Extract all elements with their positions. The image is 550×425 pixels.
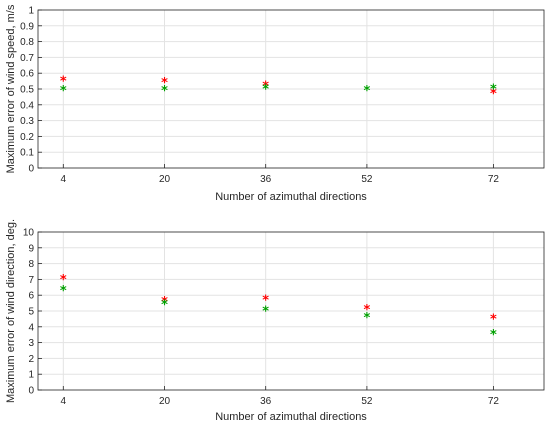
direction-series-1-point: * [262, 293, 269, 308]
speed-chart-xlabel: Number of azimuthal directions [215, 191, 367, 203]
speed-y-tick-label: 1 [28, 6, 34, 17]
speed-y-tick-label: 0 [28, 164, 34, 175]
speed-series-2-point: * [60, 84, 67, 99]
direction-x-tick-label: 20 [159, 396, 171, 407]
speed-y-tick-label: 0.1 [20, 148, 34, 159]
direction-series-2-point: * [161, 298, 168, 313]
direction-series-2-point: * [262, 305, 269, 320]
speed-series-1-point: * [490, 87, 497, 102]
direction-y-tick-label: 1 [28, 370, 34, 381]
direction-y-tick-label: 3 [28, 338, 34, 349]
direction-x-tick-label: 52 [361, 396, 373, 407]
speed-x-tick-label: 20 [159, 174, 171, 185]
direction-series-1-point: * [363, 303, 370, 318]
direction-y-tick-label: 10 [23, 228, 35, 239]
speed-series-1-point: * [161, 76, 168, 91]
speed-y-tick-label: 0.9 [20, 21, 34, 32]
speed-x-tick-label: 52 [361, 174, 373, 185]
direction-y-tick-label: 2 [28, 354, 34, 365]
speed-series-2-point: * [161, 84, 168, 99]
direction-y-tick-label: 8 [28, 259, 34, 270]
speed-y-tick-label: 0.6 [20, 69, 34, 80]
direction-x-tick-label: 72 [488, 396, 500, 407]
speed-error-chart: 00.10.20.30.40.50.60.70.80.914 20 36 52 72* *… [5, 4, 545, 203]
direction-x-tick-label: 36 [260, 396, 272, 407]
speed-y-tick-label: 0.7 [20, 53, 34, 64]
direction-y-tick-label: 9 [28, 243, 34, 254]
speed-plot-area: 00.10.20.30.40.50.60.70.80.914 20 36 52 72* *… [20, 6, 545, 185]
direction-series-2-point: * [60, 284, 67, 299]
speed-y-tick-label: 0.2 [20, 132, 34, 143]
speed-y-tick-label: 0.8 [20, 37, 34, 48]
direction-y-tick-label: 6 [28, 291, 34, 302]
direction-y-tick-label: 0 [28, 386, 34, 397]
direction-series-2-point: * [363, 311, 370, 326]
direction-y-tick-label: 4 [28, 322, 34, 333]
direction-series-1-point: * [490, 312, 497, 327]
speed-chart-ylabel: Maximum error of wind speed, m/s [5, 4, 17, 173]
direction-series-1-point: * [161, 295, 168, 310]
speed-series-2-point: * [490, 83, 497, 98]
direction-x-tick-label: 4 [61, 396, 67, 407]
direction-y-tick-label: 5 [28, 307, 34, 318]
speed-y-tick-label: 0.3 [20, 116, 34, 127]
speed-x-tick-label: 72 [488, 174, 500, 185]
direction-series-1-point: * [60, 273, 67, 288]
speed-series-1-point: * [60, 75, 67, 90]
speed-series-2-point: * [262, 83, 269, 98]
direction-y-tick-label: 7 [28, 275, 34, 286]
direction-series-2-point: * [490, 328, 497, 343]
speed-y-tick-label: 0.5 [20, 85, 34, 96]
speed-x-tick-label: 4 [61, 174, 67, 185]
speed-y-tick-label: 0.4 [20, 100, 34, 111]
speed-series-1-point: * [262, 79, 269, 94]
direction-chart-xlabel: Number of azimuthal directions [215, 411, 367, 423]
direction-chart-ylabel: Maximum error of wind direction, deg. [5, 219, 17, 403]
speed-series-2-point: * [363, 84, 370, 99]
speed-x-tick-label: 36 [260, 174, 272, 185]
